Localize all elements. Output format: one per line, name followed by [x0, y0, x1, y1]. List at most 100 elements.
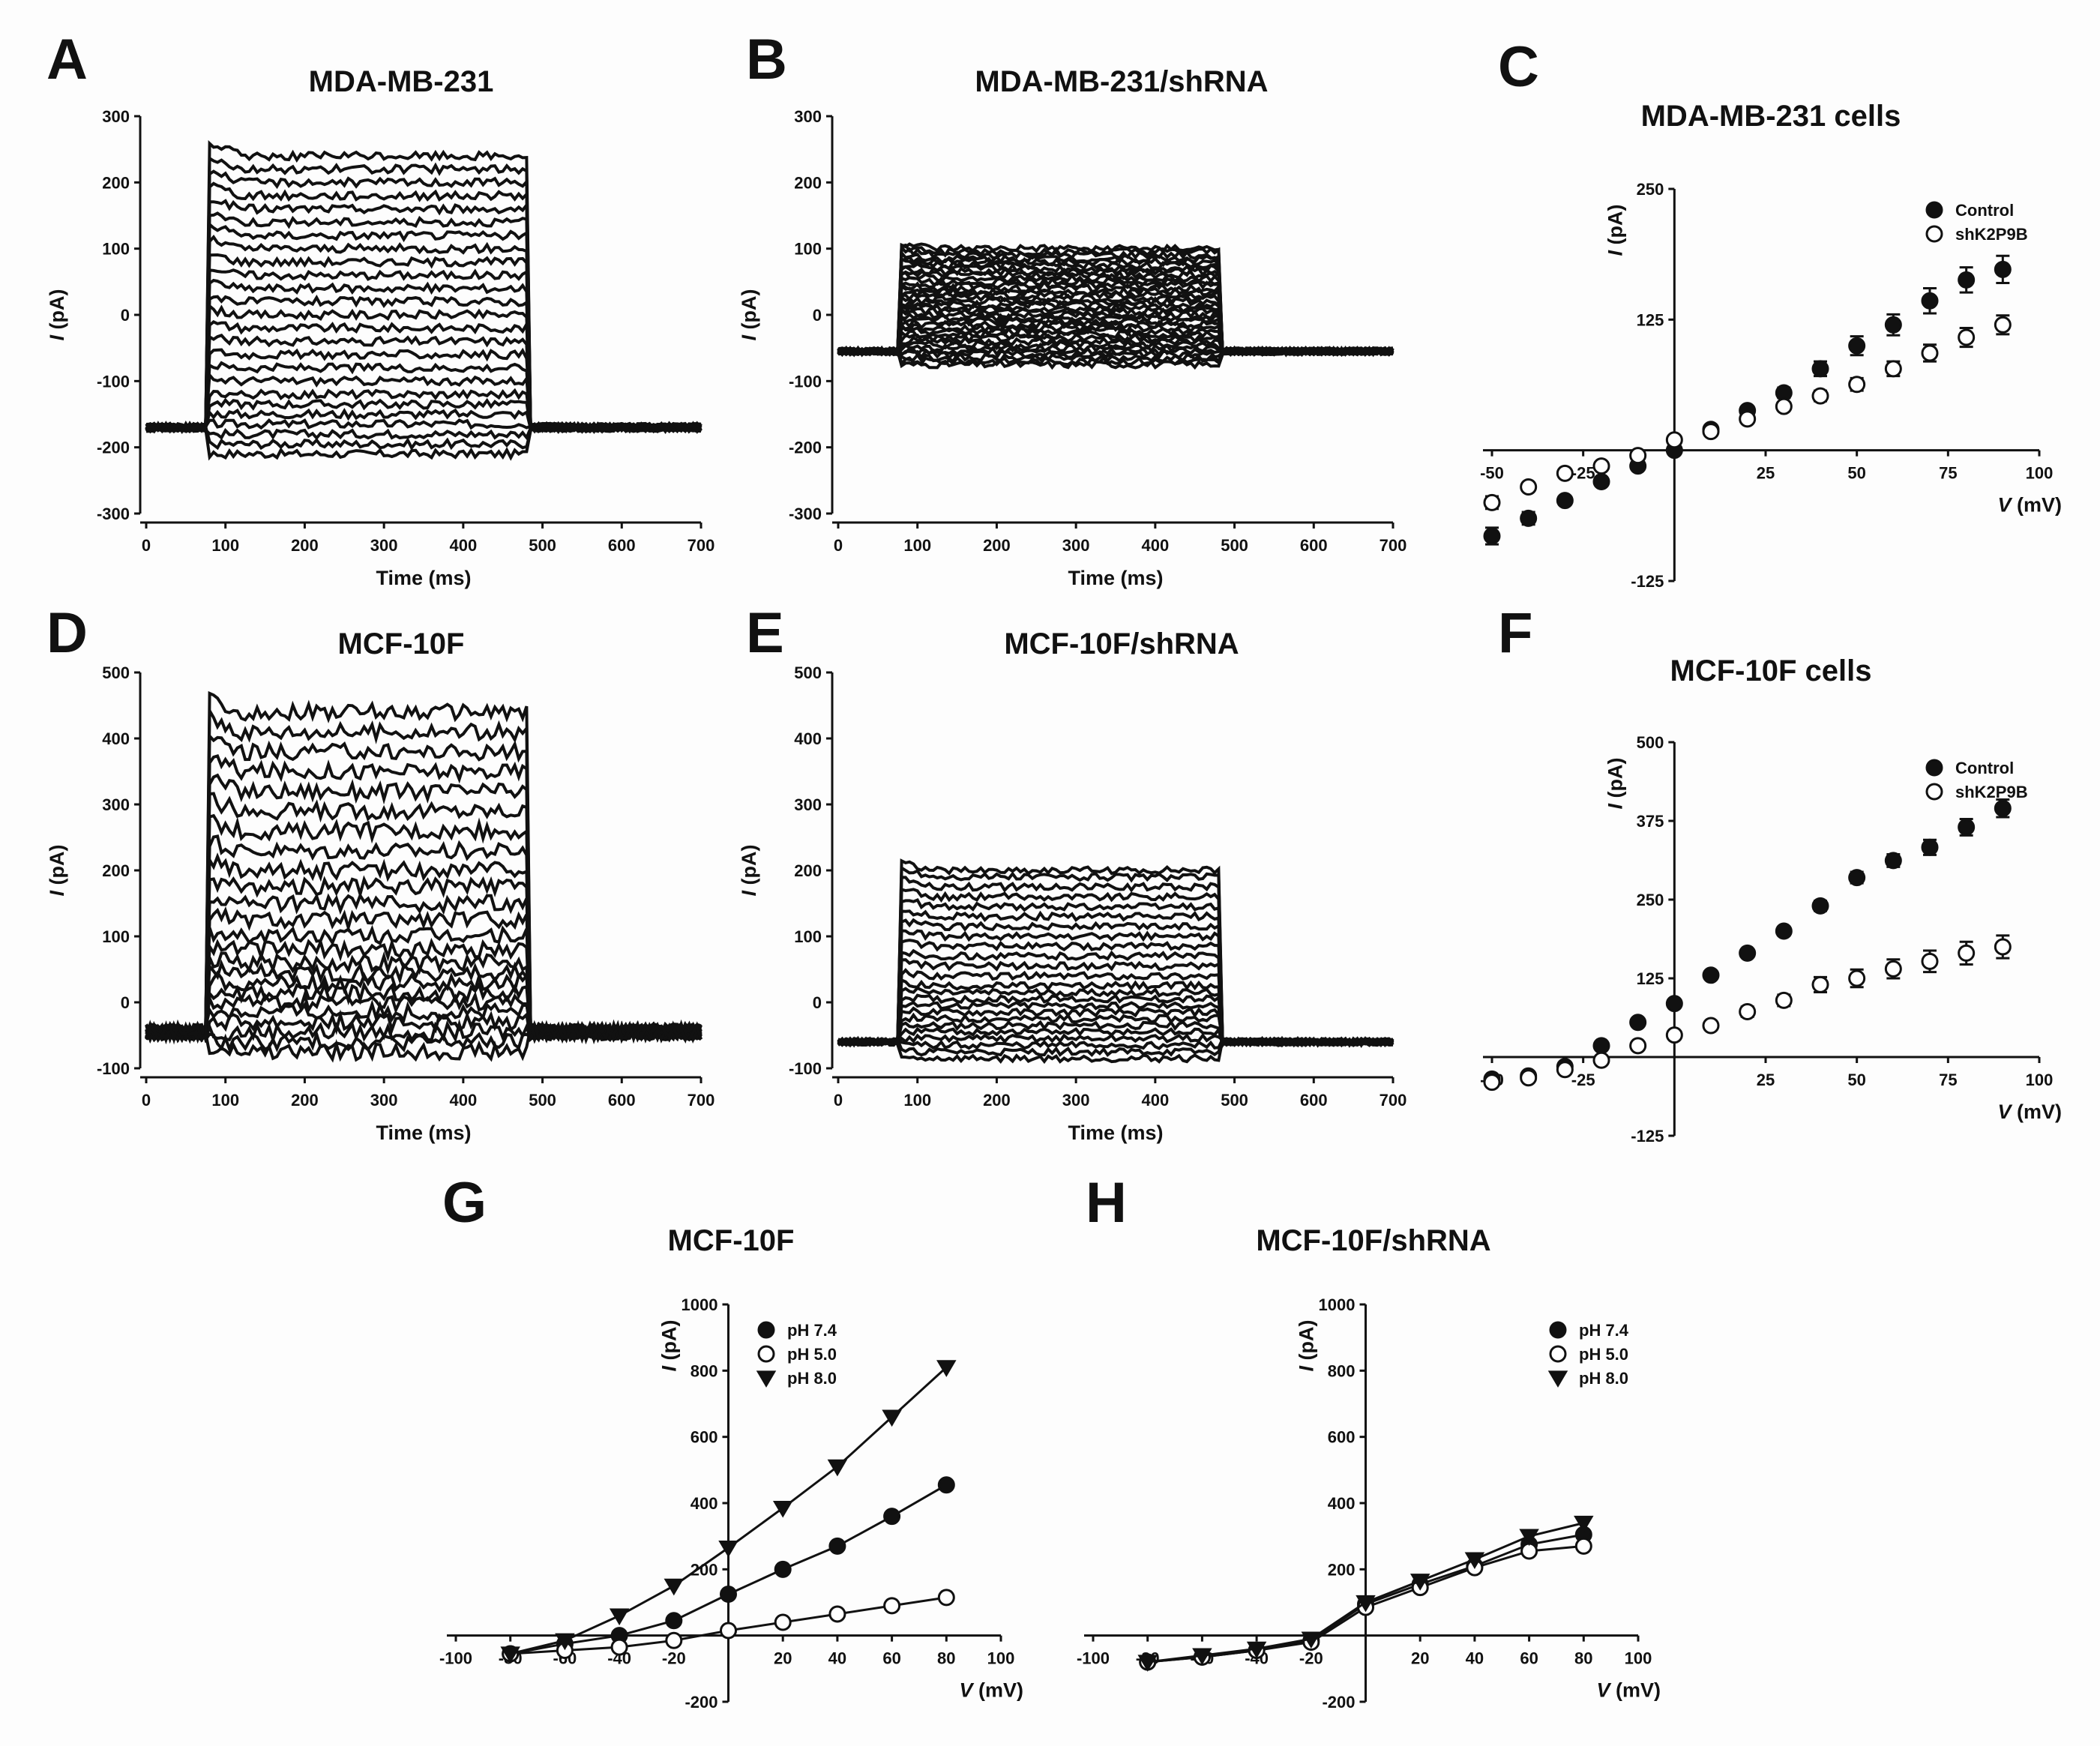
y-tick-label: -100: [97, 372, 130, 391]
data-point-ph-8-0: [882, 1409, 902, 1427]
panel-label-g: G: [442, 1171, 487, 1235]
x-axis-label: V (mV): [1997, 494, 2062, 517]
data-point-shk2p9b: [1739, 1003, 1757, 1021]
y-tick-label: 250: [1637, 180, 1664, 199]
x-axis-label: V (mV): [1997, 1101, 2062, 1123]
x-tick-label: 300: [1062, 536, 1090, 555]
data-point-ph-8-0: [1192, 1648, 1212, 1666]
data-point-ph-7-4: [828, 1537, 846, 1555]
x-tick-label: 100: [1625, 1649, 1652, 1668]
panel-label-a: A: [46, 28, 88, 91]
x-axis-label: V (mV): [959, 1679, 1023, 1702]
chart-b: -300 -200 -100 0 100 200 300 0 100 200 300 400 500 60…: [738, 107, 1406, 589]
data-point-ph-8-0: [1409, 1574, 1430, 1591]
current-trace: [837, 858, 1394, 1047]
legend-label-ph-8-0: pH 8.0: [1579, 1369, 1628, 1388]
panel-label-f: F: [1498, 601, 1532, 665]
x-tick-label: 500: [1221, 536, 1248, 555]
x-tick-label: 60: [882, 1649, 900, 1668]
data-point-control: [1739, 944, 1757, 962]
y-tick-label: 1000: [682, 1295, 718, 1314]
data-point-shk2p9b: [1483, 1074, 1501, 1092]
x-tick-label: 700: [688, 536, 715, 555]
current-trace: [837, 865, 1395, 1048]
y-tick-label: -200: [789, 439, 822, 457]
data-point-ph-5-0: [937, 1589, 955, 1607]
data-point-shk2p9b: [1994, 938, 2012, 956]
x-tick-label: 100: [903, 536, 931, 555]
data-point-control: [1592, 473, 1610, 491]
legend-marker-ph-5-0: [757, 1345, 775, 1363]
legend-marker-ph-8-0: [756, 1370, 777, 1388]
data-point-ph-8-0: [1356, 1595, 1376, 1613]
legend-label-control: Control: [1955, 759, 2014, 777]
data-point-shk2p9b: [1629, 1037, 1647, 1055]
y-tick-label: 200: [102, 861, 130, 880]
y-tick-label: 0: [121, 993, 130, 1012]
x-tick-label: 100: [2026, 464, 2054, 483]
y-tick-label: -100: [789, 372, 822, 391]
x-tick-label: 200: [291, 1091, 319, 1110]
data-point-shk2p9b: [1520, 1069, 1538, 1087]
chart-c-title: MDA-MB-231 cells: [1641, 100, 1901, 133]
legend-marker-ph-5-0: [1549, 1345, 1567, 1363]
legend-marker-shk2p9b: [1925, 225, 1943, 243]
x-tick-label: -100: [439, 1649, 472, 1668]
x-tick-label: 200: [291, 536, 319, 555]
x-tick-label: 600: [1300, 536, 1328, 555]
panel-label-c: C: [1498, 35, 1539, 99]
chart-a: -300 -200 -100 0 100 200 300 0 100 200 300 400 500 60…: [46, 107, 714, 589]
data-point-ph-5-0: [720, 1622, 737, 1640]
chart-h-title: MCF-10F/shRNA: [1256, 1224, 1490, 1257]
data-point-shk2p9b: [1702, 423, 1720, 441]
data-point-control: [1556, 492, 1574, 510]
legend-marker-ph-8-0: [1547, 1370, 1568, 1388]
data-point-shk2p9b: [1811, 387, 1829, 405]
x-tick-label: 20: [1411, 1649, 1429, 1668]
x-tick-label: 400: [1141, 536, 1169, 555]
data-point-control: [1848, 337, 1866, 355]
x-tick-label: 0: [834, 536, 843, 555]
y-tick-label: 400: [794, 729, 822, 748]
panel-label-b: B: [746, 28, 787, 91]
y-tick-label: -200: [1322, 1693, 1355, 1712]
y-tick-label: 125: [1637, 969, 1664, 988]
data-point-shk2p9b: [1592, 457, 1610, 475]
chart-a-title: MDA-MB-231: [309, 65, 494, 98]
data-point-ph-8-0: [664, 1578, 685, 1596]
data-point-ph-5-0: [883, 1597, 901, 1615]
data-point-ph-7-4: [937, 1476, 955, 1494]
legend-label-ph-7-4: pH 7.4: [1579, 1321, 1629, 1340]
y-tick-label: -300: [789, 505, 822, 523]
y-tick-label: 300: [102, 107, 130, 126]
data-point-control: [1592, 1037, 1610, 1055]
data-point-shk2p9b: [1811, 975, 1829, 993]
x-tick-label: -25: [1571, 1071, 1595, 1089]
data-point-shk2p9b: [1921, 952, 1939, 970]
x-tick-label: 0: [142, 536, 151, 555]
legend-label-ph-5-0: pH 5.0: [1579, 1345, 1628, 1364]
x-tick-label: 200: [983, 536, 1011, 555]
chart-f-title: MCF-10F cells: [1670, 654, 1872, 687]
y-tick-label: 250: [1637, 891, 1664, 909]
x-tick-label: 600: [608, 1091, 636, 1110]
data-point-shk2p9b: [1958, 328, 1976, 346]
chart-c: -50 -25 25 50 75 100 -125 125 250 V (mV) I (pA) Con…: [1480, 180, 2062, 591]
x-tick-label: 300: [370, 536, 398, 555]
y-axis-label: I (pA): [46, 845, 68, 897]
y-tick-label: -200: [685, 1693, 717, 1712]
data-point-ph-8-0: [1301, 1631, 1322, 1649]
chart-b-title: MDA-MB-231/shRNA: [975, 65, 1268, 98]
data-point-shk2p9b: [1884, 960, 1902, 978]
y-tick-label: 100: [794, 927, 822, 946]
legend-label-ph-5-0: pH 5.0: [787, 1345, 837, 1364]
data-point-ph-8-0: [936, 1360, 957, 1377]
x-tick-label: 400: [449, 536, 477, 555]
chart-h: -100-80-60-40-2020406080100-200200400600…: [1077, 1295, 1661, 1712]
x-tick-label: -20: [1299, 1649, 1323, 1668]
data-point-shk2p9b: [1739, 410, 1757, 428]
data-point-control: [1702, 966, 1720, 984]
data-point-ph-7-4: [774, 1560, 792, 1578]
x-tick-label: 100: [903, 1091, 931, 1110]
y-tick-label: 300: [794, 795, 822, 814]
